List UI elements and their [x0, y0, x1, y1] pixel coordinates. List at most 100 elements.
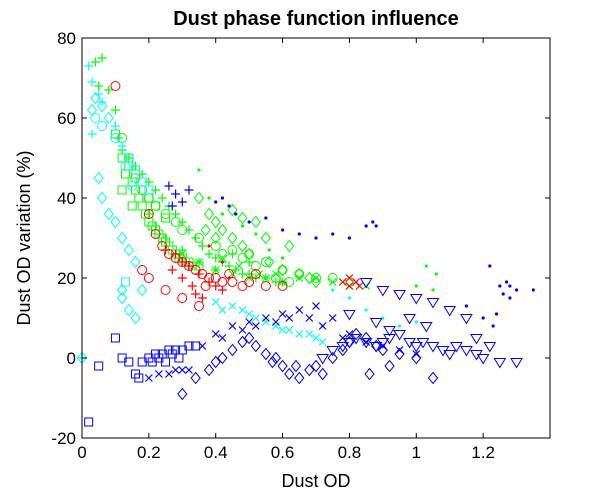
- data-point: [124, 357, 134, 367]
- data-point: [277, 281, 288, 291]
- plot-marks: [76, 53, 535, 427]
- data-point: [251, 322, 260, 330]
- data-point: [110, 333, 120, 343]
- data-point: [171, 189, 181, 199]
- data-point: [277, 359, 288, 373]
- data-point: [277, 265, 288, 275]
- data-point: [403, 314, 416, 325]
- data-point: [84, 61, 94, 71]
- data-point: [110, 215, 121, 229]
- data-point: [383, 326, 396, 337]
- x-tick-label: 0.6: [271, 443, 295, 462]
- data-point: [228, 302, 237, 310]
- data-point: [271, 270, 280, 278]
- data-point: [393, 290, 406, 301]
- data-point: [343, 338, 356, 349]
- data-point: [427, 371, 439, 385]
- data-point: [345, 282, 354, 290]
- data-point: [243, 247, 255, 261]
- data-point: [177, 225, 188, 235]
- data-point: [120, 161, 131, 171]
- data-point: [116, 283, 128, 297]
- data-point: [364, 224, 368, 228]
- data-point: [134, 193, 144, 203]
- data-point: [383, 334, 396, 345]
- data-point: [116, 291, 128, 305]
- data-point: [243, 331, 255, 345]
- data-point: [460, 346, 473, 357]
- data-point: [203, 207, 215, 221]
- data-point: [194, 301, 204, 311]
- data-point: [237, 239, 248, 253]
- data-point: [271, 322, 280, 330]
- data-point: [364, 308, 368, 312]
- data-point: [251, 314, 260, 322]
- data-point: [371, 220, 375, 224]
- data-point: [130, 311, 141, 325]
- data-point: [328, 278, 337, 286]
- data-point: [143, 273, 154, 283]
- data-point: [161, 245, 171, 255]
- data-point: [317, 367, 328, 381]
- data-point: [508, 296, 512, 300]
- data-point: [211, 298, 220, 306]
- data-point: [144, 193, 154, 203]
- data-point: [384, 359, 395, 373]
- data-point: [394, 347, 405, 361]
- data-point: [409, 294, 423, 305]
- data-point: [185, 366, 193, 374]
- data-point: [103, 207, 114, 221]
- data-point: [150, 201, 161, 211]
- data-point: [86, 103, 98, 117]
- data-point: [110, 121, 120, 131]
- data-point: [220, 196, 224, 200]
- data-point: [260, 231, 272, 245]
- data-point: [87, 129, 97, 139]
- data-point: [97, 53, 107, 63]
- data-point: [97, 121, 108, 131]
- y-tick-label: -20: [51, 429, 76, 448]
- data-point: [123, 303, 134, 317]
- data-point: [150, 229, 161, 239]
- data-point: [103, 111, 114, 125]
- data-point: [218, 306, 227, 314]
- data-point: [508, 284, 512, 288]
- data-point: [493, 358, 507, 369]
- data-point: [167, 201, 177, 211]
- data-point: [224, 261, 234, 271]
- data-point: [316, 354, 330, 365]
- data-point: [240, 224, 245, 228]
- data-point: [343, 310, 356, 321]
- data-point: [294, 371, 305, 385]
- data-point: [157, 193, 167, 203]
- data-point: [116, 231, 128, 245]
- data-point: [161, 213, 171, 223]
- data-point: [187, 281, 197, 291]
- data-point: [483, 342, 497, 353]
- data-point: [318, 322, 327, 330]
- data-point: [419, 322, 433, 333]
- data-point: [120, 169, 130, 179]
- data-point: [170, 217, 181, 227]
- x-axis-label: Dust OD: [281, 471, 350, 491]
- data-point: [359, 278, 373, 289]
- data-point: [310, 359, 322, 373]
- data-point: [227, 343, 238, 357]
- data-point: [416, 338, 430, 349]
- data-point: [450, 342, 463, 353]
- data-point: [90, 113, 101, 123]
- y-tick-label: 0: [67, 349, 76, 368]
- data-point: [470, 334, 483, 345]
- data-point: [250, 339, 261, 353]
- data-point: [244, 269, 254, 279]
- data-point: [244, 249, 255, 259]
- data-point: [227, 276, 231, 280]
- data-point: [94, 361, 104, 371]
- data-point: [143, 209, 154, 219]
- data-point: [431, 288, 435, 292]
- data-point: [331, 232, 335, 236]
- data-point: [312, 274, 320, 282]
- data-point: [254, 232, 258, 236]
- data-point: [110, 81, 121, 91]
- data-point: [123, 243, 134, 257]
